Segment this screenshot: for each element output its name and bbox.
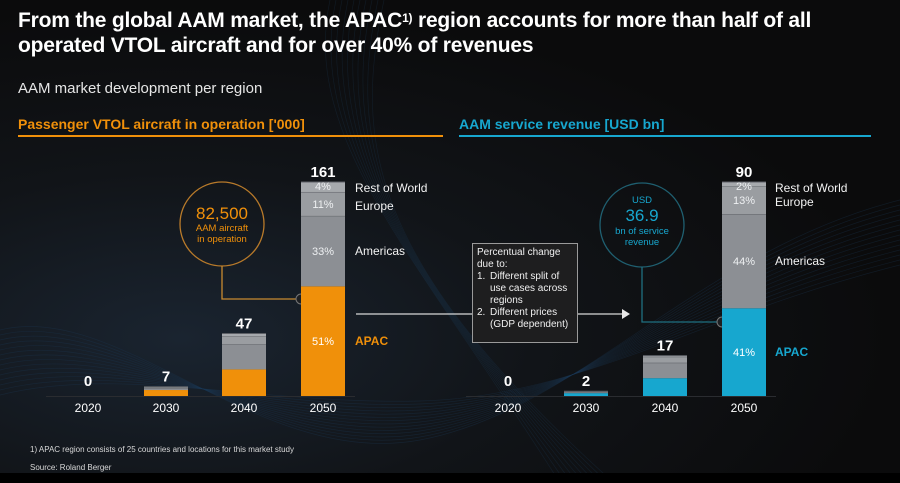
bar-segment-americas-2040 <box>643 362 687 379</box>
left-callout-value: 82,500 <box>196 204 248 223</box>
bar-segment-rest-of-world-2050 <box>722 182 766 187</box>
right-callout-line2: revenue <box>625 237 659 248</box>
transition-arrow-head <box>622 309 630 319</box>
legend-europe: Europe <box>775 195 814 209</box>
share-label-rest-of-world: 4% <box>315 181 331 193</box>
legend-americas: Americas <box>355 244 405 258</box>
background-wave-line <box>341 0 579 483</box>
left-callout-line1: AAM aircraft <box>196 223 249 234</box>
year-label-2040: 2040 <box>231 401 258 415</box>
explanation-note: Percentual change due to: 1. Different sp… <box>472 243 578 343</box>
right-callout-top: USD <box>632 195 652 206</box>
right-callout-connector <box>641 267 722 323</box>
note-item-text: Different prices (GDP dependent) <box>490 307 569 330</box>
year-label-2040: 2040 <box>652 401 679 415</box>
total-label-2040: 47 <box>236 316 253 333</box>
note-item: 1. Different split of use cases across re… <box>477 271 573 307</box>
share-label-americas: 33% <box>312 246 334 258</box>
share-label-europe: 13% <box>733 195 755 207</box>
bar-segment-apac-2040 <box>222 369 266 396</box>
total-label-2030: 2 <box>582 373 590 390</box>
year-label-2050: 2050 <box>310 401 337 415</box>
total-label-2020: 0 <box>84 373 92 390</box>
title-line1-a: From the global AAM market, the APAC <box>18 9 403 32</box>
background-wave-line <box>347 0 585 483</box>
share-label-europe: 11% <box>312 199 333 211</box>
bar-segment-americas-2030 <box>144 388 188 391</box>
note-item-number: 1. <box>477 271 486 282</box>
bar-segment-rest-of-world-2050 <box>301 182 345 192</box>
left-callout: 82,500 AAM aircraft in operation <box>179 181 307 305</box>
share-label-rest-of-world: 2% <box>736 181 752 193</box>
left-header-underline <box>18 135 443 137</box>
bar-segment-europe-2050 <box>722 186 766 215</box>
total-label-2040: 17 <box>657 338 674 355</box>
share-label-apac: 51% <box>312 336 334 348</box>
title-line1-b: region accounts for more than half of al… <box>412 9 812 32</box>
bar-segment-apac-2050 <box>722 308 766 396</box>
bar-segment-europe-2040 <box>222 336 266 345</box>
bottom-bar <box>0 473 900 483</box>
legend-americas: Americas <box>775 254 825 268</box>
background-wave-line <box>325 0 561 483</box>
bar-segment-americas-2030 <box>564 391 608 394</box>
slide-title: From the global AAM market, the APAC1) r… <box>18 8 878 58</box>
background-wave-line <box>336 0 573 483</box>
share-label-apac: 41% <box>733 347 755 359</box>
right-callout-line1: bn of service <box>615 226 669 237</box>
note-heading: Percentual change due to: <box>477 247 561 270</box>
total-label-2020: 0 <box>504 373 512 390</box>
total-label-2050: 161 <box>310 164 335 181</box>
year-label-2020: 2020 <box>495 401 522 415</box>
background-wave-line <box>352 0 591 483</box>
legend-rest-of-world: Rest of World <box>355 181 427 195</box>
right-header-underline <box>459 135 871 137</box>
left-callout-connector <box>221 266 301 300</box>
bar-segment-europe-2050 <box>301 191 345 216</box>
right-callout-value: 36.9 <box>625 206 658 225</box>
bar-segment-europe-2040 <box>643 356 687 363</box>
bar-segment-rest-of-world-2040 <box>222 333 266 337</box>
bar-segment-apac-2050 <box>301 286 345 396</box>
year-label-2020: 2020 <box>75 401 102 415</box>
year-label-2030: 2030 <box>573 401 600 415</box>
total-label-2050: 90 <box>736 164 753 181</box>
right-callout: USD 36.9 bn of service revenue <box>599 182 728 328</box>
year-label-2050: 2050 <box>731 401 758 415</box>
bar-segment-americas-2050 <box>301 215 345 287</box>
total-label-2030: 7 <box>162 369 170 386</box>
background-wave-line <box>357 0 597 483</box>
title-footnote-marker: 1) <box>402 11 413 25</box>
legend-apac: APAC <box>775 345 808 359</box>
bar-segment-apac-2040 <box>643 378 687 396</box>
bar-segment-apac-2030 <box>144 390 188 396</box>
bar-segment-rest-of-world-2040 <box>643 355 687 357</box>
year-label-2030: 2030 <box>153 401 180 415</box>
title-line2: operated VTOL aircraft and for over 40% … <box>18 34 534 57</box>
source-note: Source: Roland Berger <box>30 463 112 472</box>
right-chart-title: AAM service revenue [USD bn] <box>459 116 665 132</box>
legend-europe: Europe <box>355 199 394 213</box>
background-wave-line <box>367 0 609 483</box>
note-item-text: Different split of use cases across regi… <box>490 271 568 306</box>
share-label-americas: 44% <box>733 256 755 268</box>
footnote: 1) APAC region consists of 25 countries … <box>30 445 294 454</box>
bar-segment-americas-2050 <box>722 214 766 309</box>
note-item: 2. Different prices (GDP dependent) <box>477 307 573 331</box>
legend-apac: APAC <box>355 334 388 348</box>
note-item-number: 2. <box>477 307 486 318</box>
subtitle: AAM market development per region <box>18 80 263 97</box>
background-wave-line <box>362 0 603 483</box>
left-chart-title: Passenger VTOL aircraft in operation ['0… <box>18 116 305 132</box>
left-callout-line2: in operation <box>197 234 247 245</box>
bar-segment-americas-2040 <box>222 344 266 370</box>
background-wave-line <box>371 0 615 483</box>
bar-segment-apac-2030 <box>564 393 608 396</box>
background-wave-line <box>330 0 567 483</box>
legend-rest-of-world: Rest of World <box>775 181 847 195</box>
